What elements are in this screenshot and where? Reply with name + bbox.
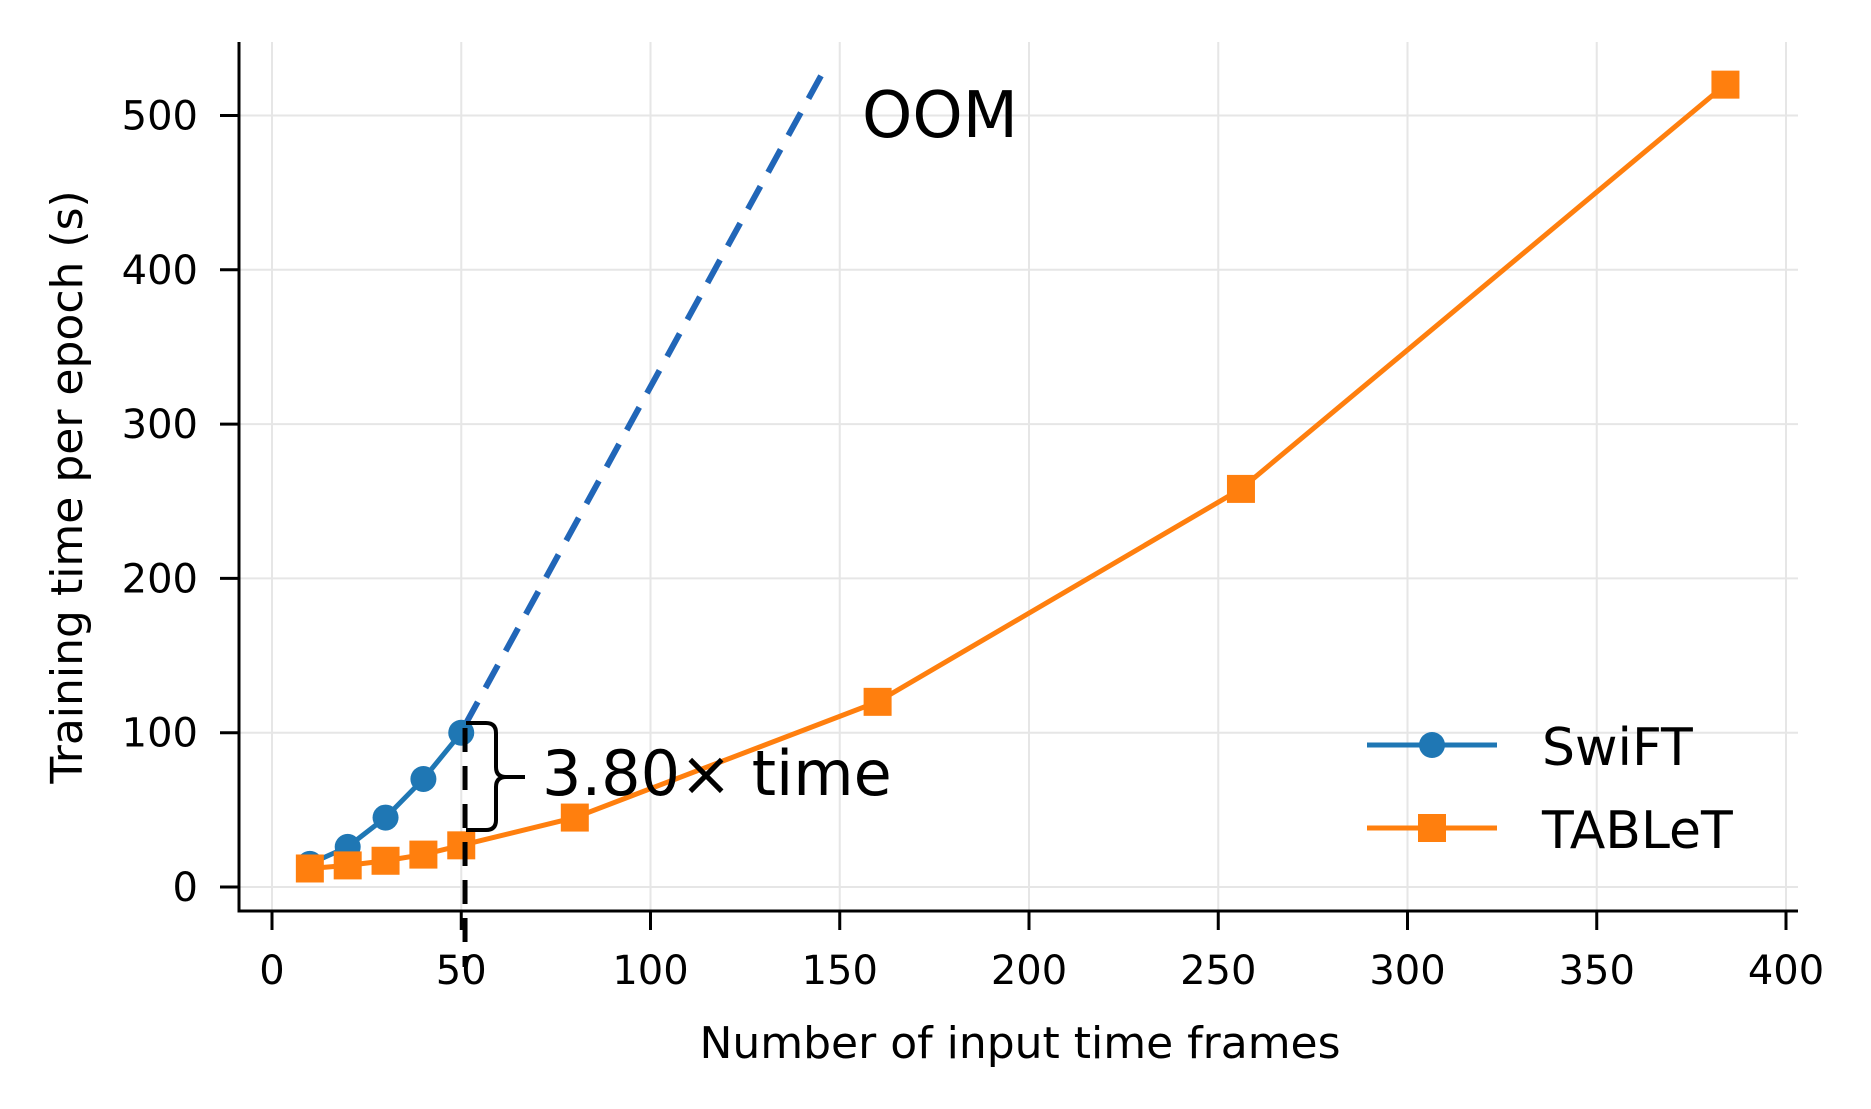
y-tick-label: 300 xyxy=(122,402,198,448)
data-point xyxy=(863,687,892,716)
square-marker-icon xyxy=(1418,814,1446,842)
x-axis-ticks: 0 50 100 150 200 250 300 350 400 xyxy=(259,911,1824,994)
speedup-brace-icon xyxy=(466,721,525,832)
data-point xyxy=(560,803,589,832)
data-point xyxy=(448,719,475,746)
legend: SwiFT TABLeT xyxy=(1367,718,1733,861)
speedup-annotation: 3.80× time xyxy=(542,737,892,810)
y-axis-label: Training time per epoch (s) xyxy=(42,190,93,784)
data-point xyxy=(371,846,400,875)
axes-spines xyxy=(237,42,1798,913)
x-tick-label: 250 xyxy=(1180,948,1256,994)
y-tick-label: 100 xyxy=(122,711,198,757)
x-tick-label: 200 xyxy=(991,948,1067,994)
y-tick-label: 500 xyxy=(122,94,198,140)
data-point xyxy=(1711,70,1740,99)
grid-lines xyxy=(239,42,1798,911)
x-tick-label: 400 xyxy=(1748,948,1824,994)
x-tick-label: 100 xyxy=(612,948,688,994)
data-point xyxy=(333,851,362,880)
legend-item-tablet: TABLeT xyxy=(1367,801,1733,861)
y-tick-label: 0 xyxy=(173,865,198,911)
data-point xyxy=(447,831,476,860)
x-tick-label: 300 xyxy=(1369,948,1445,994)
x-tick-label: 50 xyxy=(436,948,487,994)
data-point xyxy=(295,854,324,883)
x-tick-label: 150 xyxy=(802,948,878,994)
legend-item-swift: SwiFT xyxy=(1367,718,1693,778)
data-point xyxy=(372,804,399,831)
data-point xyxy=(1226,474,1255,503)
y-tick-label: 400 xyxy=(122,248,198,294)
legend-label-swift: SwiFT xyxy=(1542,718,1693,778)
circle-marker-icon xyxy=(1419,732,1445,758)
data-point xyxy=(409,840,438,869)
data-series xyxy=(295,70,1740,883)
swift-oom-extrapolation-line xyxy=(462,67,828,727)
x-tick-label: 350 xyxy=(1559,948,1635,994)
x-axis-label: Number of input time frames xyxy=(699,1018,1340,1069)
y-tick-label: 200 xyxy=(122,556,198,602)
legend-label-tablet: TABLeT xyxy=(1541,801,1733,861)
y-axis-ticks: 0 100 200 300 400 500 xyxy=(122,94,239,911)
data-point xyxy=(410,765,437,792)
x-tick-label: 0 xyxy=(259,948,284,994)
oom-annotation: OOM xyxy=(862,79,1018,153)
series-tablet xyxy=(295,70,1740,883)
